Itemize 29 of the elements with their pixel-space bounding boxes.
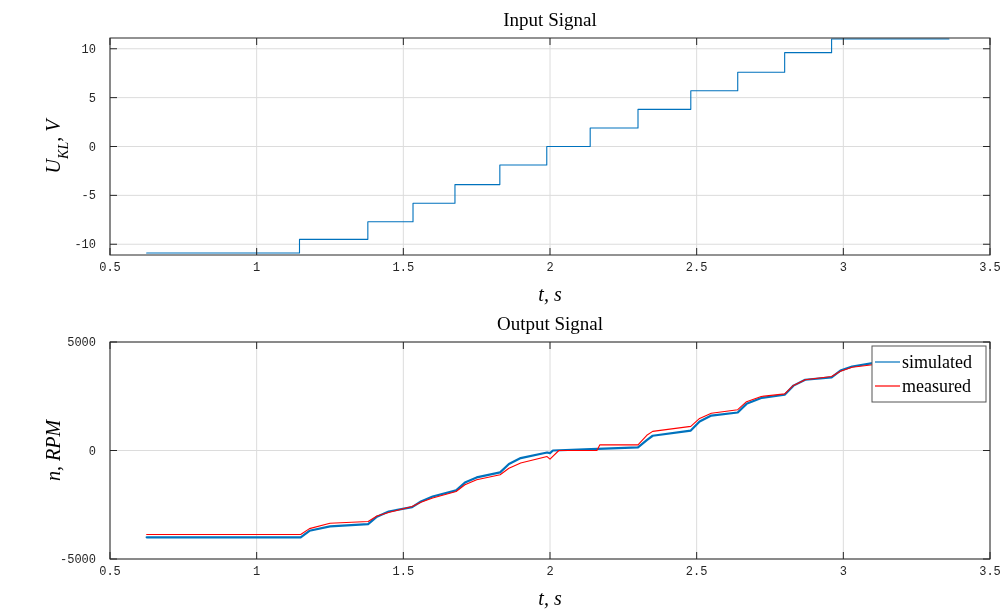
x-tick-label: 2: [546, 565, 554, 579]
x-axis-title: t, s: [538, 587, 562, 609]
y-tick-label: 0: [88, 444, 96, 459]
y-tick-label: 10: [81, 42, 96, 57]
y-tick-label: 5: [88, 91, 96, 106]
x-tick-label: 1.5: [392, 565, 415, 579]
x-tick-label: 3: [839, 565, 847, 579]
y-tick-label: -5000: [59, 553, 96, 567]
x-axis-title: t, s: [538, 283, 562, 305]
x-tick-label: 3.5: [979, 261, 1001, 275]
y-tick-label: -10: [74, 238, 96, 253]
y-tick-label: -5: [81, 189, 96, 204]
x-tick-label: 2.5: [685, 261, 708, 275]
x-tick-label: 2: [546, 261, 554, 275]
x-tick-label: 2.5: [685, 565, 708, 579]
x-tick-label: 1: [253, 565, 261, 579]
legend-label: simulated: [902, 352, 972, 372]
y-axis-title: n, RPM: [42, 418, 64, 482]
x-tick-label: 3.5: [979, 565, 1001, 579]
y-tick-label: 5000: [67, 336, 96, 350]
x-tick-label: 0.5: [99, 261, 121, 275]
y-tick-label: 0: [88, 140, 96, 155]
x-tick-label: 1: [253, 261, 261, 275]
chart-title: Output Signal: [496, 313, 604, 334]
x-tick-label: 3: [839, 261, 847, 275]
x-tick-label: 0.5: [99, 565, 121, 579]
x-tick-label: 1.5: [392, 261, 415, 275]
legend-label: measured: [902, 376, 971, 396]
chart-title: Input Signal: [503, 9, 597, 30]
